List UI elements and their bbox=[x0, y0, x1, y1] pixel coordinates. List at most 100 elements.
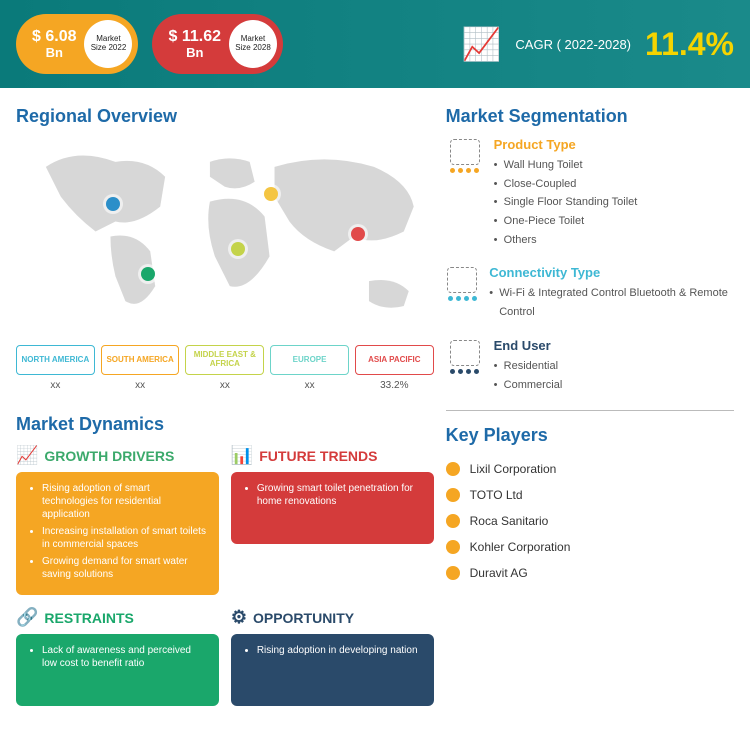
value-text: $ 11.62 bbox=[168, 28, 221, 45]
region-dot bbox=[231, 242, 245, 256]
dyn-head-text: GROWTH DRIVERS bbox=[44, 448, 174, 464]
header: $ 6.08 Bn Market Size 2022 $ 11.62 Bn Ma… bbox=[0, 0, 750, 88]
region-box: ASIA PACIFIC33.2% bbox=[355, 345, 434, 396]
seg-heading: Connectivity Type bbox=[489, 265, 734, 280]
unit-text: Bn bbox=[168, 46, 221, 60]
world-map bbox=[16, 137, 434, 337]
dyn-head-text: OPPORTUNITY bbox=[253, 610, 354, 626]
dyn-item: Growing smart toilet penetration for hom… bbox=[257, 482, 422, 508]
market-2022-value: $ 6.08 Bn bbox=[32, 28, 76, 60]
player-name: TOTO Ltd bbox=[470, 488, 523, 502]
dyn-item: Rising adoption in developing nation bbox=[257, 644, 422, 657]
market-size-2022-pill: $ 6.08 Bn Market Size 2022 bbox=[16, 14, 138, 74]
dyn-body: Rising adoption of smart technologies fo… bbox=[16, 472, 219, 595]
market-2028-value: $ 11.62 Bn bbox=[168, 28, 221, 60]
dyn-item: Increasing installation of smart toilets… bbox=[42, 525, 207, 551]
seg-content: Connectivity Type Wi-Fi & Integrated Con… bbox=[489, 265, 734, 321]
region-value: xx bbox=[270, 375, 349, 396]
cagr-label: CAGR ( 2022-2028) bbox=[515, 37, 631, 52]
market-size-2028-pill: $ 11.62 Bn Market Size 2028 bbox=[152, 14, 283, 74]
seg-icon bbox=[450, 340, 480, 366]
dynamics-row-2: 🔗RESTRAINTS Lack of awareness and percei… bbox=[16, 607, 434, 706]
region-value: xx bbox=[16, 375, 95, 396]
badge-line2: Size 2028 bbox=[235, 44, 271, 53]
region-dots bbox=[16, 137, 434, 337]
region-dot bbox=[106, 197, 120, 211]
seg-item: Single Floor Standing Toilet bbox=[494, 193, 638, 212]
region-box: SOUTH AMERICAxx bbox=[101, 345, 180, 396]
dyn-heading: 🔗RESTRAINTS bbox=[16, 607, 219, 628]
region-dot bbox=[264, 187, 278, 201]
player-dot-icon bbox=[446, 514, 460, 528]
region-value: xx bbox=[185, 375, 264, 396]
regional-title: Regional Overview bbox=[16, 106, 434, 127]
region-label: MIDDLE EAST & AFRICA bbox=[185, 345, 264, 375]
seg-item: Wi-Fi & Integrated Control Bluetooth & R… bbox=[489, 284, 734, 321]
dyn-body: Growing smart toilet penetration for hom… bbox=[231, 472, 434, 544]
value-text: $ 6.08 bbox=[32, 28, 76, 45]
dyn-icon: 📊 bbox=[231, 445, 253, 466]
player-name: Roca Sanitario bbox=[470, 514, 549, 528]
region-box: EUROPExx bbox=[270, 345, 349, 396]
seg-dots bbox=[450, 369, 479, 374]
future-trends: 📊FUTURE TRENDS Growing smart toilet pene… bbox=[231, 445, 434, 595]
unit-text: Bn bbox=[32, 46, 76, 60]
seg-heading: Product Type bbox=[494, 137, 638, 152]
market-2028-badge: Market Size 2028 bbox=[229, 20, 277, 68]
players-title: Key Players bbox=[446, 425, 734, 446]
dyn-icon: 🔗 bbox=[16, 607, 38, 628]
main-content: Regional Overview NORTH AMERICAxxSOUTH A… bbox=[0, 88, 750, 742]
badge-line2: Size 2022 bbox=[91, 44, 127, 53]
region-dot bbox=[141, 267, 155, 281]
player-list: Lixil Corporation TOTO Ltd Roca Sanitario K… bbox=[446, 456, 734, 586]
opportunity: ⚙ OPPORTUNITY Rising adoption in developi… bbox=[231, 607, 434, 706]
player-dot-icon bbox=[446, 540, 460, 554]
dyn-body: Rising adoption in developing nation bbox=[231, 634, 434, 706]
restraints: 🔗RESTRAINTS Lack of awareness and percei… bbox=[16, 607, 219, 706]
seg-content: End User ResidentialCommercial bbox=[494, 338, 563, 394]
region-box: NORTH AMERICAxx bbox=[16, 345, 95, 396]
segmentation-block: Product Type Wall Hung ToiletClose-Coupl… bbox=[446, 137, 734, 249]
segmentation-title: Market Segmentation bbox=[446, 106, 734, 127]
player-item: TOTO Ltd bbox=[446, 482, 734, 508]
separator bbox=[446, 410, 734, 411]
seg-item: Close-Coupled bbox=[494, 175, 638, 194]
player-dot-icon bbox=[446, 488, 460, 502]
seg-item: Others bbox=[494, 231, 638, 250]
player-item: Duravit AG bbox=[446, 560, 734, 586]
seg-dots bbox=[448, 296, 477, 301]
region-box: MIDDLE EAST & AFRICAxx bbox=[185, 345, 264, 396]
player-item: Lixil Corporation bbox=[446, 456, 734, 482]
dyn-body: Lack of awareness and perceived low cost… bbox=[16, 634, 219, 706]
seg-item: One-Piece Toilet bbox=[494, 212, 638, 231]
segmentation-groups: Product Type Wall Hung ToiletClose-Coupl… bbox=[446, 137, 734, 394]
seg-icon bbox=[450, 139, 480, 165]
player-dot-icon bbox=[446, 462, 460, 476]
player-name: Lixil Corporation bbox=[470, 462, 557, 476]
seg-heading: End User bbox=[494, 338, 563, 353]
seg-icon bbox=[447, 267, 477, 293]
dyn-item: Lack of awareness and perceived low cost… bbox=[42, 644, 207, 670]
player-name: Kohler Corporation bbox=[470, 540, 571, 554]
region-value: xx bbox=[101, 375, 180, 396]
seg-item: Commercial bbox=[494, 376, 563, 395]
dyn-icon: ⚙ bbox=[231, 607, 247, 628]
region-value: 33.2% bbox=[355, 375, 434, 396]
seg-icon-wrap bbox=[446, 265, 480, 321]
dyn-heading: 📊FUTURE TRENDS bbox=[231, 445, 434, 466]
dynamics-title: Market Dynamics bbox=[16, 414, 434, 435]
dynamics-row-1: 📈GROWTH DRIVERS Rising adoption of smart… bbox=[16, 445, 434, 595]
player-item: Roca Sanitario bbox=[446, 508, 734, 534]
region-label: ASIA PACIFIC bbox=[355, 345, 434, 375]
market-2022-badge: Market Size 2022 bbox=[84, 20, 132, 68]
seg-item: Residential bbox=[494, 357, 563, 376]
seg-item: Wall Hung Toilet bbox=[494, 156, 638, 175]
growth-icon: 📈 bbox=[462, 25, 502, 63]
segmentation-block: Connectivity Type Wi-Fi & Integrated Con… bbox=[446, 265, 734, 321]
left-column: Regional Overview NORTH AMERICAxxSOUTH A… bbox=[16, 100, 434, 718]
cagr-value: 11.4% bbox=[645, 26, 734, 63]
regions-row: NORTH AMERICAxxSOUTH AMERICAxxMIDDLE EAS… bbox=[16, 345, 434, 396]
player-dot-icon bbox=[446, 566, 460, 580]
player-name: Duravit AG bbox=[470, 566, 528, 580]
region-label: EUROPE bbox=[270, 345, 349, 375]
